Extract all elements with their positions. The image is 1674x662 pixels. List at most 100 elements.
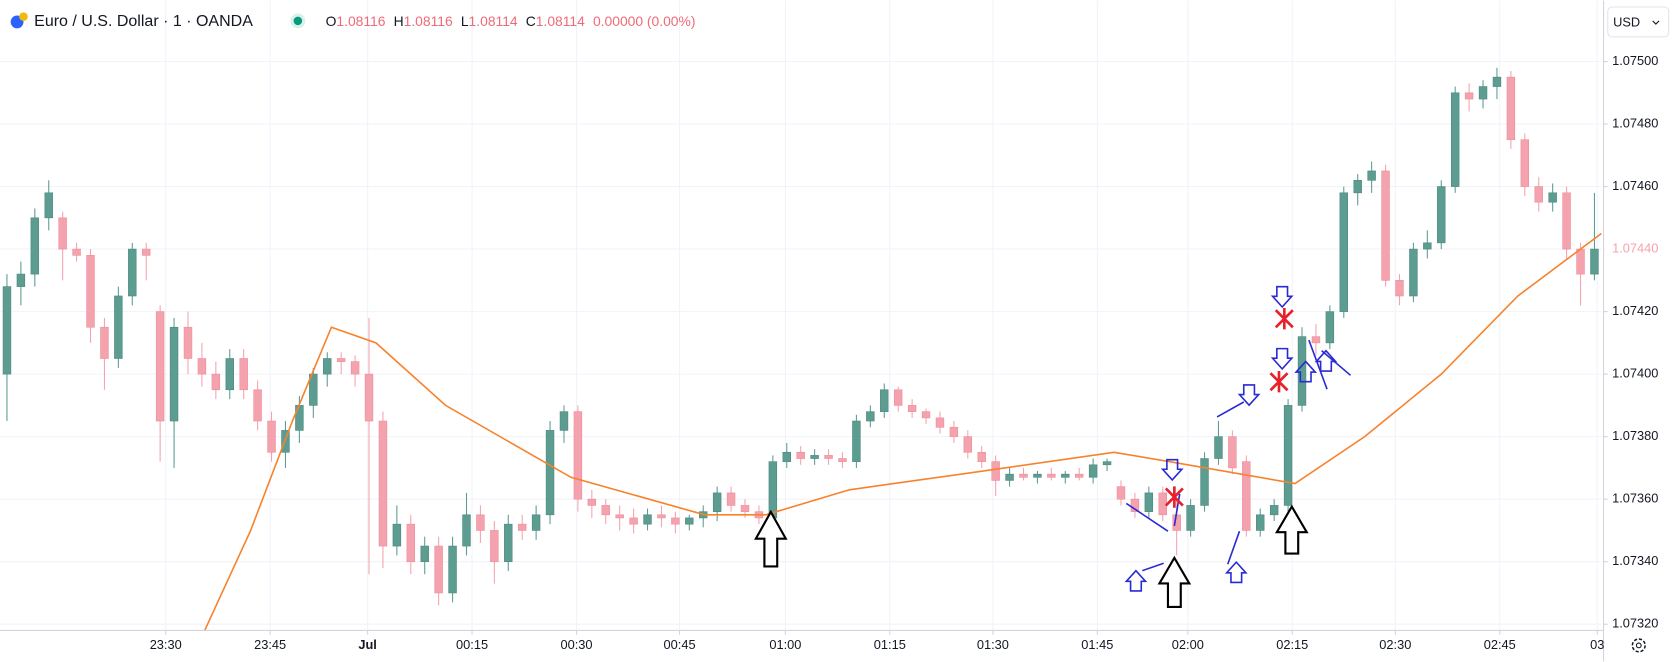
candle-body <box>1228 436 1237 469</box>
candle-body <box>880 389 889 412</box>
candle-body <box>893 389 903 406</box>
candle-body <box>406 523 416 563</box>
candle-body <box>1158 492 1167 516</box>
red-star <box>1269 371 1289 393</box>
candle-body <box>197 358 207 375</box>
y-tick-label: 1.07480 <box>1612 115 1658 130</box>
black-arrows <box>754 504 1309 609</box>
candle-body <box>838 458 847 462</box>
y-tick-label: 1.07360 <box>1612 491 1658 506</box>
stars <box>1164 308 1294 508</box>
status-dot <box>293 16 303 26</box>
candle-body <box>141 248 151 256</box>
candle-body <box>1506 76 1516 141</box>
candle-body <box>1562 192 1571 250</box>
ohlc-value: 1.08114 <box>536 13 585 29</box>
candle-body <box>991 461 1000 481</box>
candle-body <box>1061 473 1070 478</box>
candle-body <box>629 517 638 525</box>
x-tick-label: 01:45 <box>1081 637 1113 652</box>
y-tick-label: 1.07500 <box>1612 53 1658 68</box>
candle-body <box>866 411 875 422</box>
candle-body <box>490 530 499 563</box>
ohlc-value: 1.08116 <box>336 13 385 29</box>
candle-body <box>740 505 750 512</box>
blue-down-arrow <box>1160 458 1184 482</box>
last-price-box <box>1604 239 1671 259</box>
candle-body <box>239 358 248 391</box>
ohlc-label: C <box>526 13 536 29</box>
candle-body <box>86 255 95 328</box>
candle-body <box>183 326 193 359</box>
candle-body <box>1116 486 1126 500</box>
ohlc-value: 1.08116 <box>404 13 453 29</box>
candle-body <box>1102 461 1112 466</box>
candle-body <box>1534 186 1543 203</box>
candle-body <box>1297 336 1307 406</box>
candle-body <box>1548 192 1557 203</box>
change: 0.00000 (0.00%) <box>593 13 695 29</box>
axes: 1.07320 1.07340 1.07360 1.07380 1.07400 1.074… <box>150 53 1671 652</box>
candle-body <box>1019 473 1028 478</box>
symbol-icon <box>19 12 28 21</box>
candle-body <box>2 286 12 375</box>
candle-body <box>364 373 374 422</box>
candle-body <box>253 389 262 422</box>
currency-label: USD <box>1613 14 1640 29</box>
y-tick-label: 1.07340 <box>1612 553 1658 568</box>
candle-body <box>545 430 555 516</box>
candle-body <box>977 451 986 462</box>
plot <box>2 67 1602 631</box>
candle-body <box>949 426 959 437</box>
candle-body <box>1450 92 1460 187</box>
trend-line <box>1142 562 1164 572</box>
candle-body <box>587 498 597 506</box>
candle-body <box>392 523 402 547</box>
candle-body <box>1464 92 1474 100</box>
x-tick-label: 23:45 <box>254 637 286 652</box>
symbol-title: Euro / U.S. Dollar · 1 · OANDA <box>34 13 253 30</box>
candle-body <box>907 405 917 412</box>
candle-body <box>1005 473 1014 481</box>
candle-body <box>531 514 541 531</box>
candle-body <box>726 492 736 506</box>
black-up-arrow <box>754 509 788 568</box>
candle-body <box>712 492 722 512</box>
candle-body <box>1200 458 1209 506</box>
candle-body <box>1256 514 1265 531</box>
blue-down-arrow <box>1270 285 1294 309</box>
y-tick-label: 1.07460 <box>1612 178 1658 193</box>
blue-up-arrow <box>1124 569 1148 592</box>
candle-body <box>1269 505 1279 516</box>
ohlc-label: L <box>461 13 469 29</box>
last-price-label: 1.07440 <box>1612 240 1658 255</box>
settings-button[interactable] <box>1631 638 1646 653</box>
candle-body <box>309 373 318 406</box>
candle-body <box>58 217 67 250</box>
y-tick-label: 1.07320 <box>1612 616 1658 631</box>
x-tick-label: Jul <box>358 637 377 652</box>
candle-body <box>1423 242 1432 250</box>
candle-body <box>1590 248 1599 275</box>
candle-body <box>1283 405 1293 506</box>
candle-body <box>852 420 861 462</box>
trend-line <box>1216 401 1245 418</box>
blue-up-arrow <box>1224 560 1248 584</box>
candle-body <box>796 451 805 459</box>
gear-icon <box>1635 642 1642 649</box>
ohlc-label: O <box>326 13 337 29</box>
candle-body <box>378 420 388 547</box>
candle-body <box>1478 86 1488 100</box>
candle-body <box>782 451 791 462</box>
moving-average <box>203 232 1602 631</box>
candle-body <box>559 411 569 431</box>
currency-button[interactable] <box>1607 6 1670 38</box>
candle-body <box>671 517 680 525</box>
candle-body <box>504 523 513 563</box>
trend-line <box>1321 350 1352 376</box>
candle-body <box>434 545 443 594</box>
candle-body <box>462 514 471 547</box>
